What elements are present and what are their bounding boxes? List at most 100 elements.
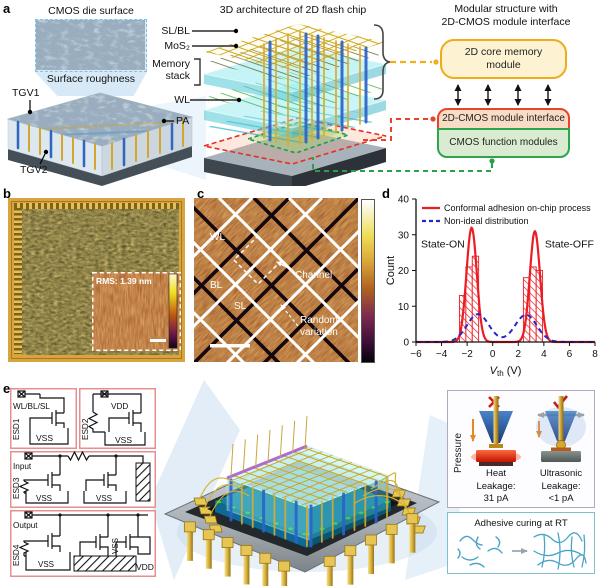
hot-stage [476,450,516,462]
y-tick: 30 [398,230,410,241]
state-annotation: State-OFF [545,238,594,250]
cold-stage [541,451,581,462]
memory-stack-label-1: Memory [152,58,190,70]
esd1-circuit: WL/BL/SL ESD1 VSS [10,388,77,449]
esd1-vss: VSS [36,433,53,443]
interface-module-label: 2D-CMOS module interface [442,113,565,124]
esd4-vdd: VDD [136,562,154,572]
esd4-pad-label: Output [13,521,38,530]
ultrasonic-label: Ultrasonic [540,468,582,479]
legend-label: Non-ideal distribution [444,216,529,226]
mos2-label: MoS₂ [164,40,190,52]
memory-stack-label-2: stack [165,70,190,82]
random-variation-label-2: variation [300,327,338,338]
x-tick: 6 [567,349,573,360]
modular-title-line2: 2D-CMOS module interface [441,15,571,28]
zoom-cone [35,72,147,96]
x-tick: −2 [461,349,473,360]
x-tick: 4 [541,349,547,360]
cmos-die-3d [6,92,194,186]
state-annotation: State-ON [421,238,465,250]
sl-line-label: SL [234,301,247,312]
memory-module-box: 2D core memory module [440,39,567,79]
us-leakage-value: <1 pA [548,493,574,504]
panel-label-c: c [197,186,205,201]
heat-leakage-value: 31 pA [484,493,509,504]
y-tick: 20 [398,266,410,277]
cmos-module-box: CMOS function modules [437,128,570,158]
x-tick: 0 [490,349,496,360]
adhesive-title: Adhesive curing at RT [474,518,567,529]
x-tick: 8 [592,349,598,360]
esd2-vss: VSS [115,435,132,445]
heat-leakage-label: Leakage: [476,481,515,492]
flash-chip-3d-stack [203,24,387,186]
afm-colorbar [361,199,375,363]
rms-label: RMS: 1.39 nm [96,276,152,286]
channel-highlight-box [232,234,284,286]
esd1-pad-label: WL/BL/SL [13,402,50,411]
pa-label: PA [176,115,190,127]
esd4-circuit: Output ESD4 VSS VSS VDD [10,510,156,577]
panel-label-e: e [3,381,11,396]
wl-line-label: WL [210,232,225,243]
heat-label: Heat [486,468,506,479]
esd2-circuit: VDD ESD2 VSS [79,388,156,449]
us-leakage-label: Leakage: [541,481,580,492]
architecture-title: 3D architecture of 2D flash chip [219,4,367,16]
afm-inset: RMS: 1.39 nm [92,272,181,351]
surface-roughness-caption: Surface roughness [46,73,136,85]
inset-scale-bar [150,339,166,342]
channel-label: Channel [295,270,332,281]
legend-label: Conformal adhesion on-chip process [444,203,591,213]
scale-bar [210,344,250,348]
esd3-pad-label: Input [13,462,32,471]
y-axis-label: Count [385,256,397,285]
memory-module-label: 2D core memory module [464,46,543,71]
check-icon [552,395,569,410]
x-tick: −6 [410,349,422,360]
modular-title-line1: Modular structure with [454,3,558,15]
esd4-vss2: VSS [111,538,120,554]
esd3-name: ESD3 [12,477,21,499]
x-tick: −4 [436,349,448,360]
tgv1-label: TGV1 [12,87,40,99]
y-tick: 0 [403,338,409,349]
x-axis-label: Vth (V) [490,365,522,378]
module-link-arrows [454,84,552,106]
curve [415,313,596,343]
x-tick: 2 [516,349,522,360]
y-tick: 40 [398,195,410,206]
interface-module-box: 2D-CMOS module interface [437,108,570,130]
slbl-label: SL/BL [161,25,190,37]
bonding-comparison-box: Pressure Heat Leakage: 31 pA Ultrasonic [447,390,595,508]
adhesive-curing-box: Adhesive curing at RT [447,512,595,574]
esd2-pad-label: VDD [111,402,128,411]
bl-line-label: BL [210,280,223,291]
esd2-name: ESD2 [81,418,90,440]
cmos-module-label: CMOS function modules [449,137,558,148]
esd4-name: ESD4 [12,544,21,566]
crosslinked-network [533,532,587,570]
panel-label-b: b [3,186,11,201]
surface-roughness-texture [36,20,145,70]
cmos-die-surface-title: CMOS die surface [48,5,134,17]
packaged-flash-chip-3d [163,415,441,586]
vth-distribution-chart: −6 −4 −2 0 2 4 6 8 0 10 20 30 40 Count Vth (V) Conforma… [385,195,598,379]
panel-label-a: a [3,1,11,16]
loose-polymer-chains [457,535,503,568]
random-variation-label-1: Random [300,315,338,326]
esd4-vss1: VSS [38,560,54,569]
y-tick: 10 [398,302,410,313]
esd1-name: ESD1 [12,418,21,440]
histogram-bar [529,266,537,343]
tgv2-label: TGV2 [20,164,48,176]
chip-micrograph: RMS: 1.39 nm [8,198,185,362]
afm-array-image: WL BL SL Channel Random variation [194,198,358,362]
esd3-vss1: VSS [36,494,52,503]
pressure-label: Pressure [453,433,464,473]
wl-label: WL [174,94,190,106]
esd3-vss2: VSS [96,494,112,503]
esd3-circuit: Input ESD3 VSS VSS [10,451,156,508]
